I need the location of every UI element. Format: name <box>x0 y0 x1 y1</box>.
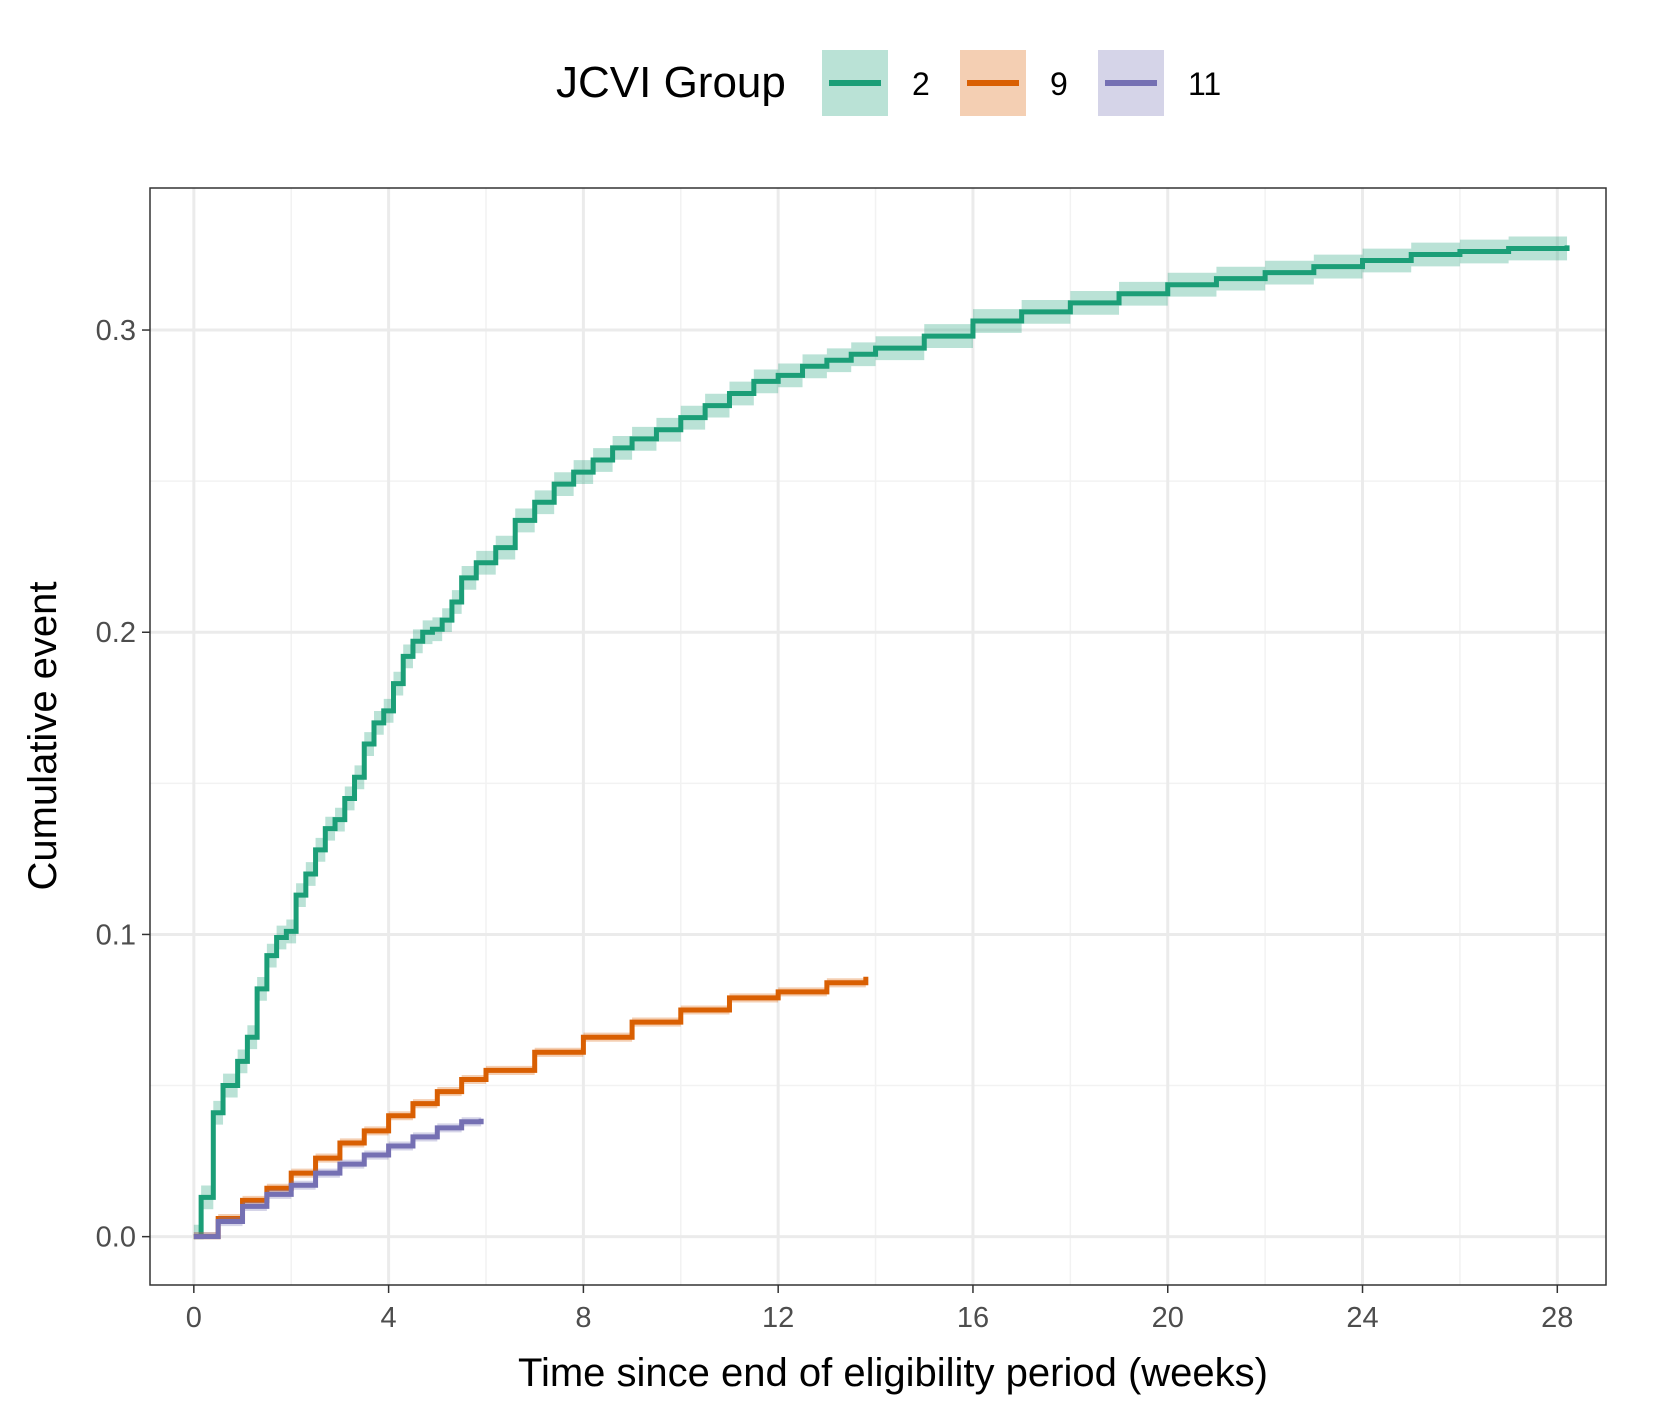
series-9-line <box>193 976 869 1240</box>
legend: JCVI Group 2 9 11 <box>556 50 1221 116</box>
legend-key-11: 11 <box>1098 50 1221 116</box>
series-2 <box>193 233 1570 1240</box>
x-tick-label: 8 <box>575 1302 591 1334</box>
series-layer <box>193 233 1570 1240</box>
y-tick-label: 0.0 <box>96 1222 136 1254</box>
x-tick-label: 4 <box>381 1302 397 1334</box>
series-11-line <box>193 1118 484 1240</box>
legend-label-11: 11 <box>1188 66 1221 102</box>
y-axis-title: Cumulative event <box>21 581 65 890</box>
plot-border <box>149 187 1607 1286</box>
legend-key-2: 2 <box>822 50 930 116</box>
y-axis: 0.0 0.1 0.2 0.3 <box>96 315 150 1254</box>
x-tick-label: 28 <box>1541 1302 1573 1334</box>
legend-key-9: 9 <box>960 50 1068 116</box>
series-2-line <box>193 245 1570 1240</box>
x-tick-label: 24 <box>1346 1302 1378 1334</box>
x-tick-label: 16 <box>957 1302 989 1334</box>
x-tick-label: 12 <box>762 1302 794 1334</box>
series-11 <box>193 1114 484 1240</box>
x-tick-label: 20 <box>1152 1302 1184 1334</box>
grid-major <box>150 188 1606 1285</box>
y-tick-label: 0.3 <box>96 315 136 347</box>
legend-label-9: 9 <box>1050 66 1068 102</box>
series-9 <box>193 972 869 1240</box>
x-axis-title: Time since end of eligibility period (we… <box>518 1351 1268 1395</box>
legend-label-2: 2 <box>912 66 930 102</box>
x-axis: 0 4 8 12 16 20 24 28 <box>186 1285 1573 1334</box>
legend-title: JCVI Group <box>556 58 786 107</box>
x-tick-label: 0 <box>186 1302 202 1334</box>
y-tick-label: 0.1 <box>96 919 136 951</box>
y-tick-label: 0.2 <box>96 617 136 649</box>
